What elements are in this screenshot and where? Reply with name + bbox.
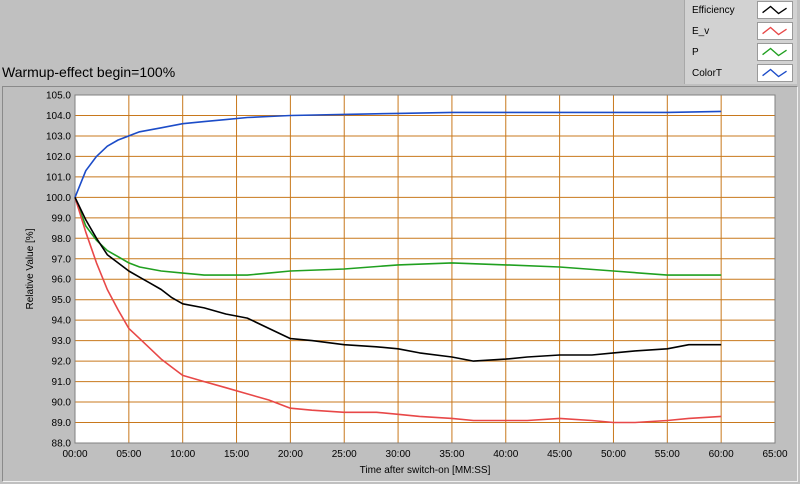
series-line-p (74, 197, 722, 276)
legend-item-p[interactable]: P (685, 42, 797, 62)
y-tick-label: 92.0 (52, 357, 72, 368)
series-line-colort (74, 110, 722, 198)
y-tick-label: 88.0 (52, 439, 72, 450)
y-tick-label: 90.0 (52, 398, 72, 409)
legend: Efficiency E_v P ColorT (684, 0, 797, 84)
x-tick-label: 30:00 (386, 449, 411, 460)
series-lines (74, 110, 722, 424)
series-line-e-v (74, 197, 722, 424)
x-tick-label: 65:00 (762, 449, 787, 460)
legend-item-e-v[interactable]: E_v (685, 21, 797, 41)
y-tick-label: 102.0 (46, 152, 71, 163)
x-tick-label: 40:00 (493, 449, 518, 460)
x-tick-label: 00:00 (62, 449, 87, 460)
legend-swatch-icon (757, 64, 793, 82)
y-tick-label: 89.0 (52, 418, 72, 429)
x-tick-label: 45:00 (547, 449, 572, 460)
legend-item-efficiency[interactable]: Efficiency (685, 0, 797, 20)
x-tick-label: 60:00 (709, 449, 734, 460)
x-tick-label: 15:00 (224, 449, 249, 460)
legend-label: Efficiency (692, 5, 735, 16)
y-axis-label: Relative Value [%] (25, 228, 36, 309)
y-tick-label: 100.0 (46, 193, 71, 204)
y-tick-label: 95.0 (52, 295, 72, 306)
x-tick-label: 35:00 (439, 449, 464, 460)
legend-label: P (692, 47, 699, 58)
plot-area[interactable] (75, 95, 775, 443)
y-tick-label: 98.0 (52, 234, 72, 245)
grid-lines (74, 94, 776, 444)
y-tick-label: 104.0 (46, 111, 71, 122)
x-tick-labels: 00:00 05:00 10:00 15:00 20:00 25:00 30:00 35:00… (62, 449, 787, 460)
x-tick-label: 05:00 (116, 449, 141, 460)
legend-swatch-icon (757, 43, 793, 61)
legend-item-colort[interactable]: ColorT (685, 63, 797, 83)
y-tick-label: 91.0 (52, 377, 72, 388)
y-tick-label: 103.0 (46, 131, 71, 142)
y-tick-label: 99.0 (52, 213, 72, 224)
legend-label: ColorT (692, 68, 723, 79)
legend-swatch-icon (757, 1, 793, 19)
x-tick-label: 55:00 (655, 449, 680, 460)
x-tick-label: 50:00 (601, 449, 626, 460)
y-tick-labels: 88.0 89.0 90.0 91.0 92.0 93.0 94.0 95.0 96.0 97.0… (46, 91, 71, 450)
x-tick-label: 20:00 (278, 449, 303, 460)
series-line-efficiency (74, 197, 722, 362)
x-axis-label: Time after switch-on [MM:SS] (360, 465, 491, 476)
y-tick-label: 96.0 (52, 275, 72, 286)
y-tick-label: 94.0 (52, 316, 72, 327)
plot-frame (74, 94, 776, 444)
legend-label: E_v (692, 26, 710, 37)
x-tick-label: 10:00 (170, 449, 195, 460)
legend-swatch-icon (757, 22, 793, 40)
x-tick-label: 25:00 (332, 449, 357, 460)
chart-title: Warmup-effect begin=100% (2, 64, 176, 80)
y-tick-label: 101.0 (46, 172, 71, 183)
y-tick-label: 105.0 (46, 91, 71, 102)
y-tick-label: 93.0 (52, 336, 72, 347)
y-tick-label: 97.0 (52, 254, 72, 265)
